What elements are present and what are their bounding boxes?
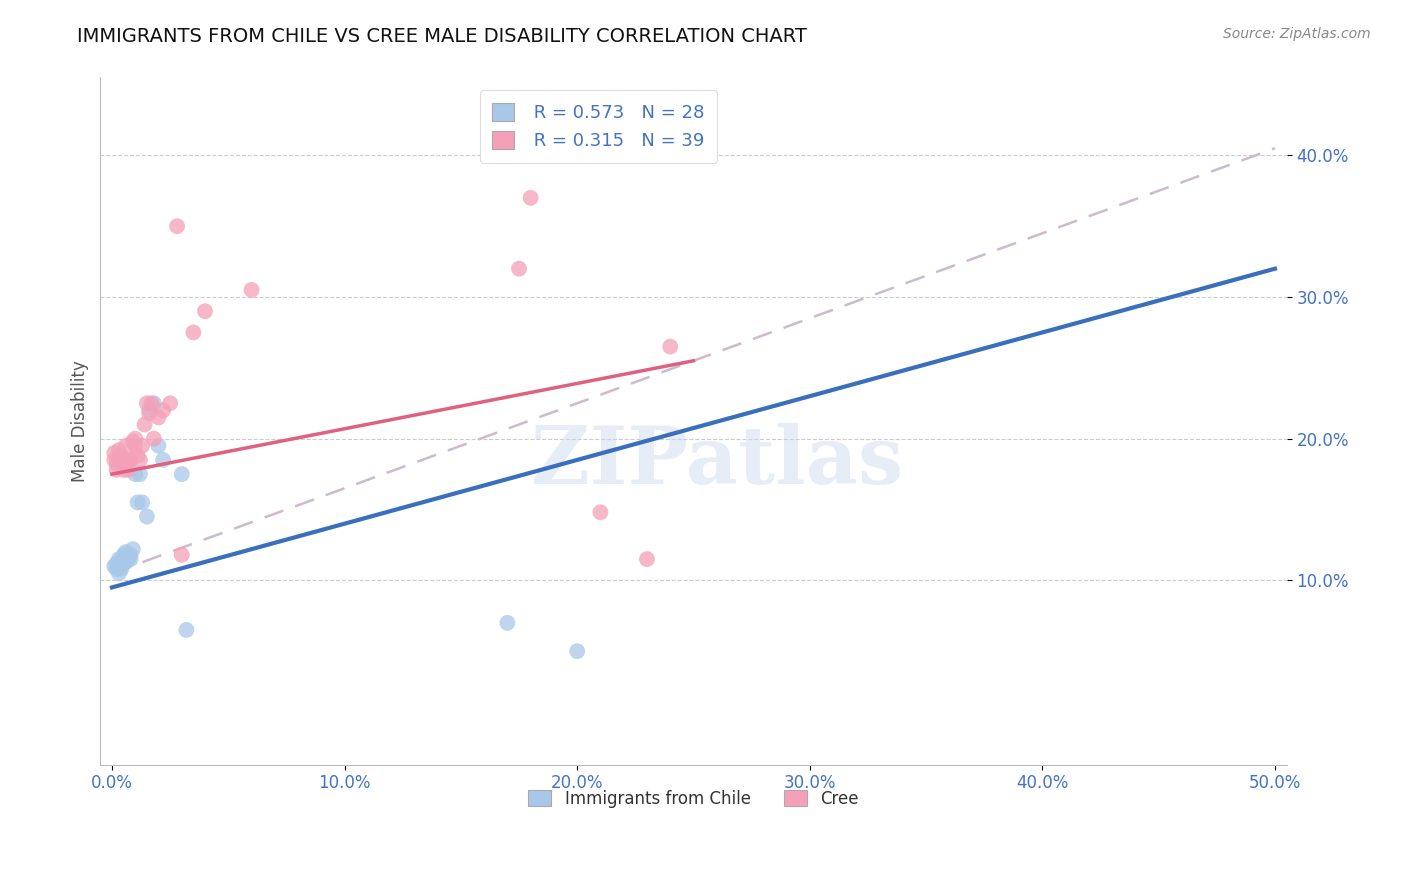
Point (110, 453, 132, 467)
Point (128, 453, 150, 467)
Y-axis label: Male Disability: Male Disability (72, 360, 89, 482)
Point (135, 396, 157, 410)
Point (152, 453, 174, 467)
Point (105, 557, 128, 571)
Point (138, 403, 160, 417)
Point (131, 495, 153, 509)
Point (134, 417, 156, 432)
Point (131, 439, 153, 453)
Point (110, 562, 132, 576)
Point (112, 557, 135, 571)
Point (103, 446, 125, 460)
Point (115, 555, 138, 569)
Point (122, 434, 145, 449)
Point (124, 439, 146, 453)
Point (127, 449, 149, 463)
Point (120, 453, 142, 467)
Point (166, 219, 188, 234)
Point (142, 432, 165, 446)
Point (112, 463, 135, 477)
Point (124, 432, 146, 446)
Point (103, 559, 125, 574)
Text: ZIPatlas: ZIPatlas (531, 423, 903, 501)
Point (159, 396, 181, 410)
Point (496, 615, 519, 630)
Point (115, 439, 138, 453)
Point (127, 495, 149, 509)
Point (124, 467, 146, 482)
Point (103, 453, 125, 467)
Point (105, 463, 128, 477)
Point (128, 467, 150, 482)
Point (170, 467, 193, 482)
Point (152, 403, 174, 417)
Point (135, 509, 157, 524)
Point (108, 443, 131, 458)
Point (110, 559, 132, 574)
Point (240, 283, 263, 297)
Point (115, 457, 138, 471)
Point (589, 505, 612, 519)
Point (108, 566, 131, 581)
Point (508, 261, 530, 276)
Point (170, 548, 193, 562)
Point (112, 548, 135, 562)
Point (122, 542, 145, 557)
Point (117, 552, 139, 566)
Point (115, 545, 138, 559)
Point (519, 191, 541, 205)
Point (105, 562, 128, 576)
Point (659, 340, 682, 354)
Point (636, 552, 658, 566)
Point (117, 463, 139, 477)
Text: IMMIGRANTS FROM CHILE VS CREE MALE DISABILITY CORRELATION CHART: IMMIGRANTS FROM CHILE VS CREE MALE DISAB… (77, 27, 807, 45)
Point (120, 552, 142, 566)
Point (117, 453, 139, 467)
Text: Source: ZipAtlas.com: Source: ZipAtlas.com (1223, 27, 1371, 41)
Point (112, 453, 135, 467)
Point (141, 396, 163, 410)
Point (176, 623, 198, 637)
Legend: Immigrants from Chile, Cree: Immigrants from Chile, Cree (522, 783, 866, 814)
Point (148, 410, 170, 425)
Point (138, 406, 160, 420)
Point (120, 548, 142, 562)
Point (105, 457, 128, 471)
Point (108, 552, 131, 566)
Point (142, 396, 165, 410)
Point (183, 326, 205, 340)
Point (194, 304, 217, 318)
Point (108, 453, 131, 467)
Point (567, 644, 589, 658)
Point (110, 449, 132, 463)
Point (148, 439, 170, 453)
